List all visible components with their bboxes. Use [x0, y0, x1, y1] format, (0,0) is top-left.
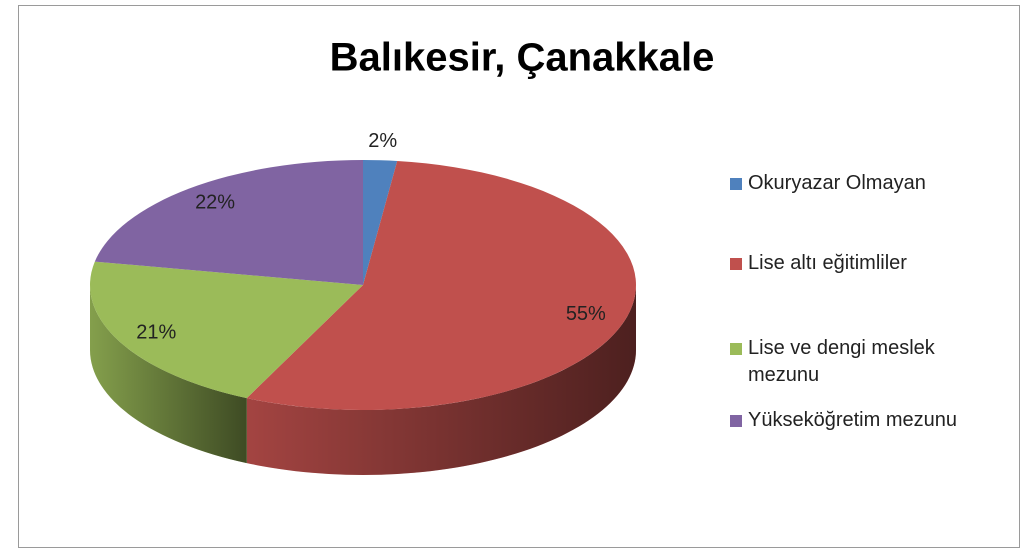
legend-swatch	[730, 415, 742, 427]
legend: Okuryazar Olmayan Lise altı eğitimliler Li…	[730, 170, 1020, 434]
legend-label: Lise ve dengi meslek mezunu	[748, 337, 935, 386]
data-label: 55%	[566, 303, 606, 325]
legend-label: Okuryazar Olmayan	[748, 172, 926, 194]
slice-side-shade	[246, 285, 636, 476]
pie: 2% 55% 21% 22%	[89, 130, 636, 476]
data-label: 21%	[136, 322, 176, 344]
slice	[89, 261, 364, 399]
legend-swatch	[730, 258, 742, 270]
slice	[246, 160, 636, 410]
data-label: 22%	[195, 191, 235, 213]
legend-item: Lise altı eğitimliler	[730, 250, 998, 277]
slice	[94, 160, 364, 285]
chart-title: Balıkesir, Çanakkale	[330, 36, 715, 80]
data-label: 2%	[368, 130, 397, 152]
legend-swatch	[730, 343, 742, 355]
legend-swatch	[730, 178, 742, 190]
legend-label: Lise altı eğitimliler	[748, 252, 907, 274]
legend-label: Yükseköğretim mezunu	[748, 409, 957, 431]
slice	[363, 160, 398, 285]
legend-item: Lise ve dengi meslek mezunu	[730, 335, 998, 389]
legend-item: Okuryazar Olmayan	[730, 170, 998, 197]
legend-item: Yükseköğretim mezunu	[730, 407, 998, 434]
slice-side-shade	[90, 285, 247, 464]
